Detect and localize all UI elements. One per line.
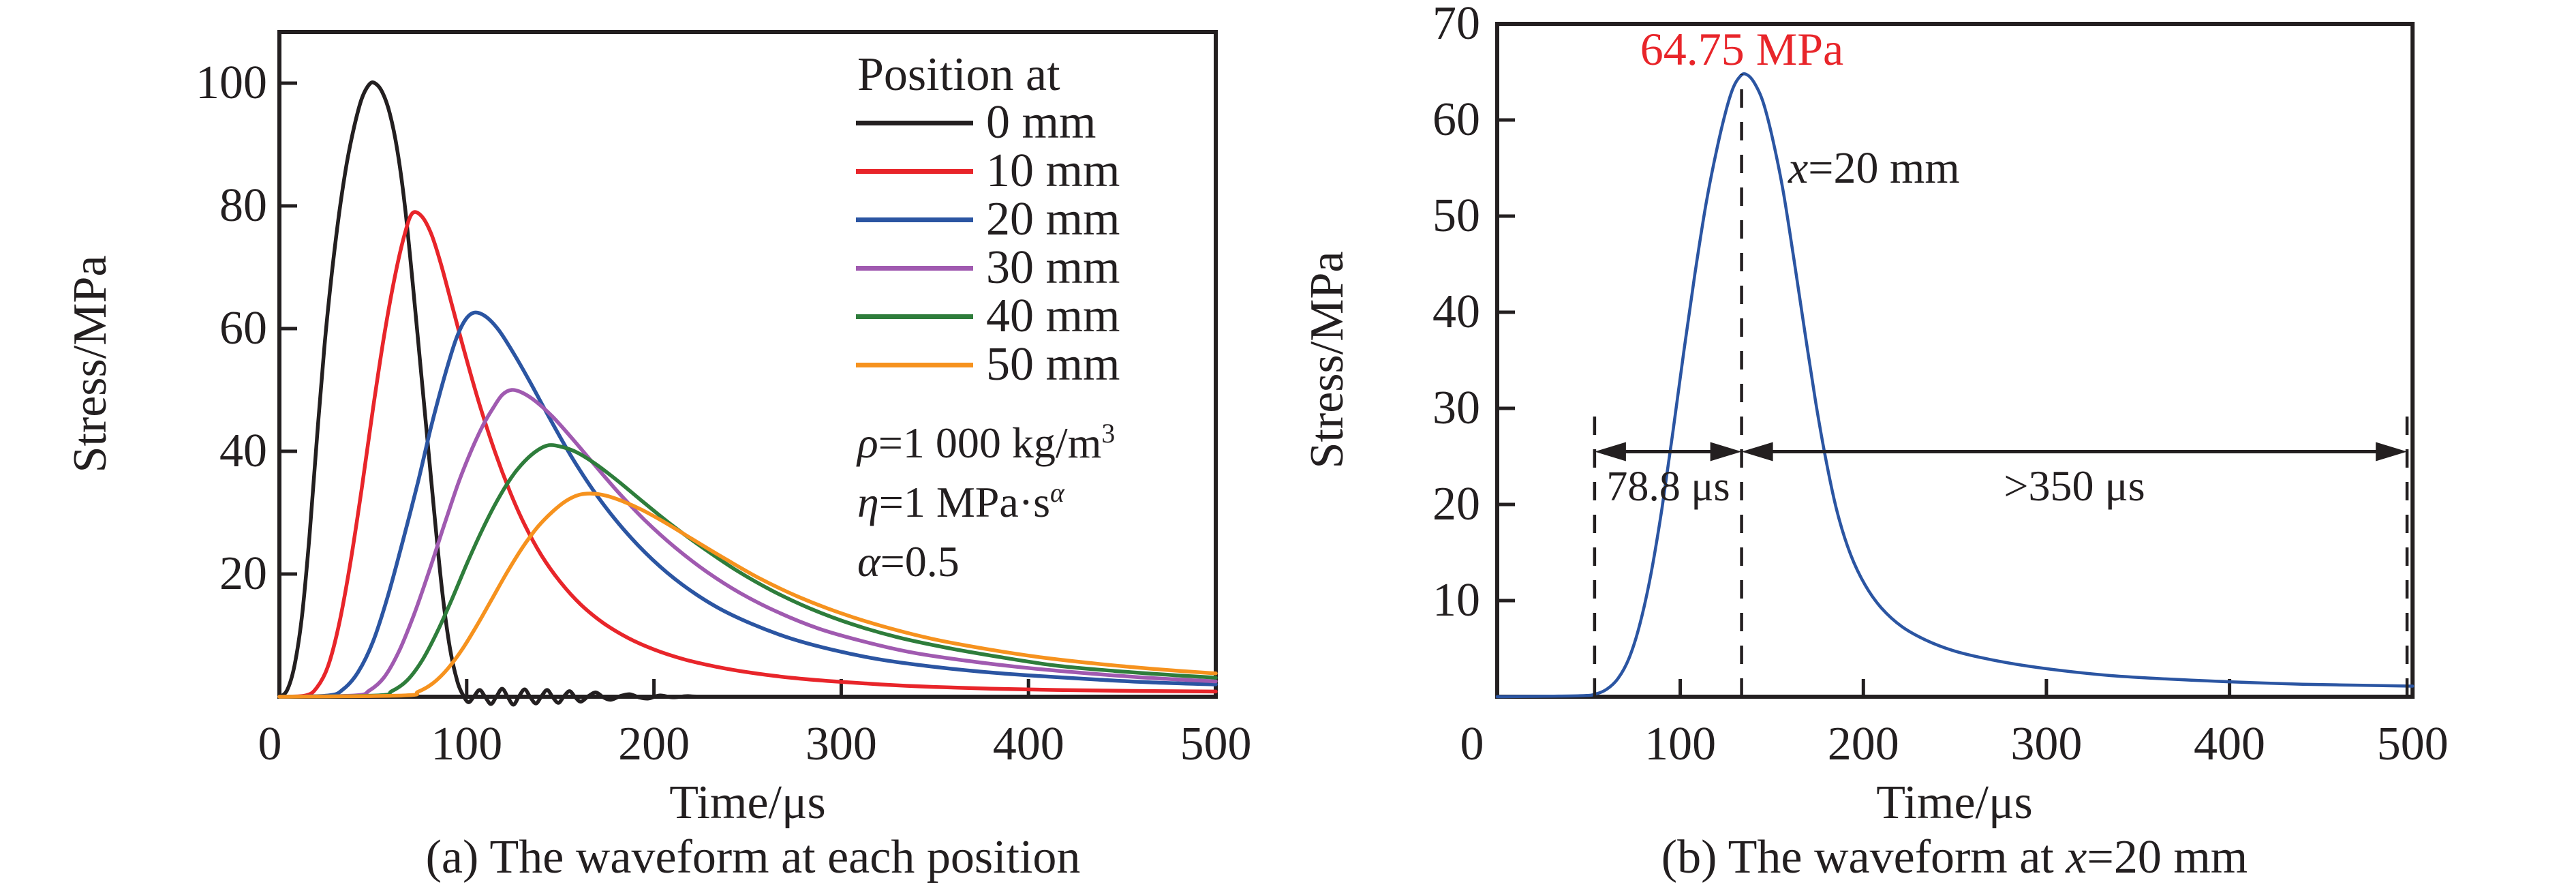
x-tick-label: 0 — [258, 718, 282, 770]
legend-item-40-mm: 40 mm — [856, 290, 1120, 342]
legend-line-swatch — [856, 168, 973, 174]
legend-item-50-mm: 50 mm — [856, 338, 1120, 391]
legend-item-30-mm: 30 mm — [856, 241, 1120, 294]
series-line-50-mm — [277, 492, 1218, 699]
legend-line-swatch — [856, 217, 973, 222]
x-tick-label: 400 — [2194, 718, 2266, 770]
arrowhead — [1710, 442, 1742, 462]
waveform-chart-b — [1495, 22, 2415, 699]
y-tick-label: 60 — [1432, 93, 1480, 146]
arrowhead — [2376, 442, 2408, 462]
text-part: 3 — [1101, 419, 1116, 449]
y-tick-label: 80 — [219, 179, 267, 232]
text-part: =1 000 kg/m — [878, 419, 1102, 467]
series-line-30-mm — [277, 388, 1218, 699]
legend-line-swatch — [856, 362, 973, 367]
rise-time-label: 78.8 μs — [1606, 464, 1730, 510]
text-part: =0.5 — [880, 537, 960, 586]
x-tick-label: 0 — [1460, 718, 1484, 770]
series-line-x-20-mm — [1495, 72, 2414, 699]
legend-item-label: 20 mm — [986, 193, 1120, 245]
text-part: ρ — [857, 419, 878, 467]
plot-box — [1495, 22, 2415, 699]
series-line-0-mm — [277, 80, 1218, 707]
text-part: α — [1049, 478, 1064, 509]
x-tick-label: 200 — [1827, 718, 1899, 770]
parameter-annotation-2: α=0.5 — [857, 537, 960, 586]
caption-b: (b) The waveform at x=20 mm — [1661, 834, 2248, 881]
legend-line-swatch — [856, 314, 973, 319]
text-part: =20 mm — [2087, 831, 2248, 884]
y-tick-label: 10 — [1432, 574, 1480, 626]
x-tick-label: 100 — [1644, 718, 1717, 770]
legend-item-label: 40 mm — [986, 290, 1120, 342]
text-part: α — [857, 537, 880, 586]
y-axis-label-a: Stress/MPa — [64, 255, 117, 473]
series-line-10-mm — [277, 210, 1218, 699]
waveform-chart-a — [277, 30, 1218, 707]
x-tick-label: 500 — [2376, 718, 2449, 770]
text-part: (b) The waveform at — [1661, 831, 2066, 884]
text-part: =1 MPa·s — [878, 478, 1050, 526]
tail-time-label: >350 μs — [2004, 462, 2145, 510]
text-part: η — [857, 478, 879, 526]
legend-item-label: 0 mm — [986, 96, 1097, 149]
text-part: =20 mm — [1808, 143, 1960, 193]
arrowhead — [1594, 442, 1626, 462]
legend-item-10-mm: 10 mm — [856, 145, 1120, 197]
peak-stress-label: 64.75 MPa — [1640, 23, 1844, 75]
y-tick-label: 30 — [1432, 382, 1480, 434]
y-tick-label: 20 — [219, 547, 267, 600]
x-tick-label: 200 — [618, 718, 690, 770]
y-tick-label: 70 — [1432, 0, 1480, 50]
y-tick-label: 50 — [1432, 190, 1480, 242]
legend-item-20-mm: 20 mm — [856, 193, 1120, 245]
parameter-annotation-1: η=1 MPa·sα — [857, 478, 1064, 527]
legend-item-0-mm: 0 mm — [856, 96, 1097, 149]
parameter-annotation-0: ρ=1 000 kg/m3 — [857, 419, 1115, 468]
legend-line-swatch — [856, 265, 973, 271]
text-part: (a) The waveform at each position — [425, 831, 1081, 884]
legend-item-label: 10 mm — [986, 145, 1120, 197]
x-tick-label: 100 — [431, 718, 503, 770]
curve-position-label: x=20 mm — [1788, 146, 1960, 191]
y-tick-label: 100 — [196, 57, 267, 109]
y-tick-label: 60 — [219, 302, 267, 354]
legend-line-swatch — [856, 120, 973, 125]
x-axis-label-b: Time/μs — [1876, 776, 2033, 829]
x-tick-label: 300 — [805, 718, 877, 770]
legend-item-label: 30 mm — [986, 241, 1120, 294]
y-tick-label: 20 — [1432, 478, 1480, 530]
x-axis-label-a: Time/μs — [669, 776, 826, 829]
x-tick-label: 500 — [1180, 718, 1252, 770]
arrowhead — [1741, 442, 1773, 462]
legend-item-label: 50 mm — [986, 338, 1120, 391]
y-tick-label: 40 — [1432, 286, 1480, 338]
series-line-40-mm — [277, 443, 1218, 699]
text-part: x — [1788, 143, 1809, 193]
x-tick-label: 300 — [2010, 718, 2083, 770]
caption-a: (a) The waveform at each position — [426, 834, 1081, 881]
y-axis-label-b: Stress/MPa — [1301, 251, 1353, 469]
text-part: x — [2066, 831, 2087, 884]
legend-title: Position at — [857, 48, 1060, 101]
y-tick-label: 40 — [219, 425, 267, 477]
x-tick-label: 400 — [992, 718, 1064, 770]
